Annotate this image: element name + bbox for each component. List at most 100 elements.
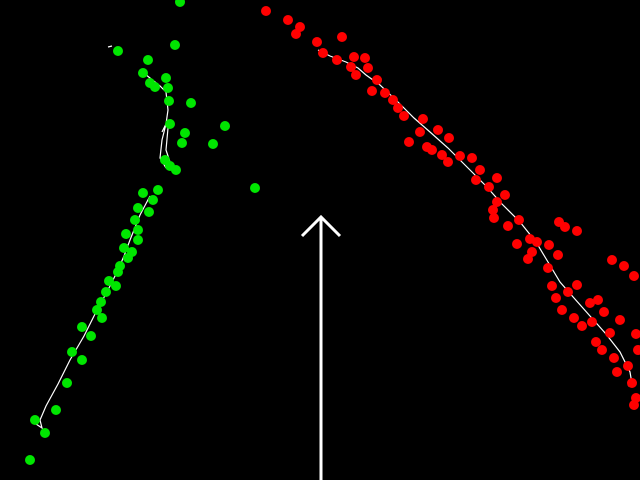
left-lane-trace bbox=[35, 45, 171, 430]
left-lane-point-3 bbox=[170, 40, 180, 50]
left-lane-point-4 bbox=[138, 68, 148, 78]
right-trace-line bbox=[317, 49, 633, 387]
right-lane-point-0 bbox=[261, 6, 271, 16]
right-lane-point-36 bbox=[488, 205, 498, 215]
left-lane-point-29 bbox=[119, 243, 129, 253]
right-lane-point-44 bbox=[532, 237, 542, 247]
left-lane-point-38 bbox=[92, 305, 102, 315]
left-lane-point-6 bbox=[161, 73, 171, 83]
right-lane-point-9 bbox=[360, 53, 370, 63]
left-lane-point-9 bbox=[164, 96, 174, 106]
right-lane-point-28 bbox=[443, 157, 453, 167]
left-lane-point-35 bbox=[111, 281, 121, 291]
left-lane-point-0 bbox=[175, 0, 185, 7]
right-lane-point-27 bbox=[455, 151, 465, 161]
left-lane-point-33 bbox=[113, 267, 123, 277]
right-lane-point-57 bbox=[551, 293, 561, 303]
right-lane-point-54 bbox=[629, 271, 639, 281]
right-lane-point-19 bbox=[418, 114, 428, 124]
right-lane-point-59 bbox=[593, 295, 603, 305]
right-lane-point-17 bbox=[393, 103, 403, 113]
left-lane-point-15 bbox=[208, 139, 218, 149]
right-lane-point-14 bbox=[380, 88, 390, 98]
left-lane-point-25 bbox=[130, 215, 140, 225]
right-lane-point-51 bbox=[607, 255, 617, 265]
left-lane-point-2 bbox=[143, 55, 153, 65]
right-lane-point-29 bbox=[467, 153, 477, 163]
right-lane-point-63 bbox=[587, 317, 597, 327]
right-lane-point-34 bbox=[500, 190, 510, 200]
right-lane-point-21 bbox=[415, 127, 425, 137]
right-lane-point-11 bbox=[351, 70, 361, 80]
right-lane-point-30 bbox=[475, 165, 485, 175]
right-lane-point-60 bbox=[557, 305, 567, 315]
right-lane-trace bbox=[317, 49, 633, 387]
right-lane-point-13 bbox=[372, 75, 382, 85]
right-lane-point-22 bbox=[444, 133, 454, 143]
left-lane-point-47 bbox=[40, 428, 50, 438]
left-lane-point-26 bbox=[133, 225, 143, 235]
left-lane-point-27 bbox=[121, 229, 131, 239]
left-lane-point-41 bbox=[86, 331, 96, 341]
left-lane-point-43 bbox=[77, 355, 87, 365]
left-lane-point-36 bbox=[101, 287, 111, 297]
right-lane-point-61 bbox=[569, 313, 579, 323]
left-lane-point-42 bbox=[67, 347, 77, 357]
right-lane-point-62 bbox=[599, 307, 609, 317]
left-lane-point-31 bbox=[123, 253, 133, 263]
left-lane-point-45 bbox=[51, 405, 61, 415]
right-lane-point-12 bbox=[346, 62, 356, 72]
right-lane-point-66 bbox=[605, 328, 615, 338]
left-lane-point-28 bbox=[133, 235, 143, 245]
right-lane-point-35 bbox=[492, 197, 502, 207]
right-lane-point-7 bbox=[332, 55, 342, 65]
right-lane-point-5 bbox=[337, 32, 347, 42]
right-lane-point-73 bbox=[627, 378, 637, 388]
arrow-head bbox=[300, 214, 342, 238]
right-lane-point-33 bbox=[484, 182, 494, 192]
left-lane-point-20 bbox=[153, 185, 163, 195]
left-lane-point-44 bbox=[62, 378, 72, 388]
right-lane-point-4 bbox=[312, 37, 322, 47]
left-lane-point-19 bbox=[250, 183, 260, 193]
right-lane-points bbox=[261, 6, 640, 410]
right-lane-point-71 bbox=[623, 361, 633, 371]
left-lane-point-24 bbox=[144, 207, 154, 217]
left-lane-point-18 bbox=[171, 165, 181, 175]
right-lane-point-23 bbox=[404, 137, 414, 147]
right-lane-point-53 bbox=[572, 280, 582, 290]
right-lane-point-69 bbox=[597, 345, 607, 355]
right-lane-point-67 bbox=[591, 337, 601, 347]
right-lane-point-38 bbox=[503, 221, 513, 231]
right-lane-point-31 bbox=[471, 175, 481, 185]
right-lane-point-65 bbox=[577, 321, 587, 331]
right-lane-point-16 bbox=[388, 95, 398, 105]
left-lane-point-7 bbox=[150, 82, 160, 92]
right-lane-point-68 bbox=[631, 329, 640, 339]
left-lane-point-13 bbox=[180, 128, 190, 138]
left-trace-line bbox=[35, 45, 171, 430]
right-lane-point-55 bbox=[547, 281, 557, 291]
left-lane-point-10 bbox=[186, 98, 196, 108]
right-lane-point-41 bbox=[560, 222, 570, 232]
right-lane-point-46 bbox=[544, 240, 554, 250]
right-lane-point-48 bbox=[553, 250, 563, 260]
right-lane-point-1 bbox=[283, 15, 293, 25]
left-lane-point-39 bbox=[97, 313, 107, 323]
right-lane-point-75 bbox=[629, 400, 639, 410]
right-lane-point-49 bbox=[523, 254, 533, 264]
left-lane-point-48 bbox=[25, 455, 35, 465]
right-lane-point-42 bbox=[572, 226, 582, 236]
up-arrow-icon bbox=[300, 214, 342, 480]
right-lane-point-26 bbox=[437, 150, 447, 160]
left-lane-point-12 bbox=[220, 121, 230, 131]
right-lane-point-70 bbox=[609, 353, 619, 363]
right-lane-point-10 bbox=[363, 63, 373, 73]
right-lane-point-58 bbox=[585, 298, 595, 308]
left-lane-point-21 bbox=[138, 188, 148, 198]
left-lane-point-1 bbox=[113, 46, 123, 56]
right-lane-point-39 bbox=[489, 213, 499, 223]
right-lane-point-32 bbox=[492, 173, 502, 183]
left-lane-point-22 bbox=[148, 195, 158, 205]
